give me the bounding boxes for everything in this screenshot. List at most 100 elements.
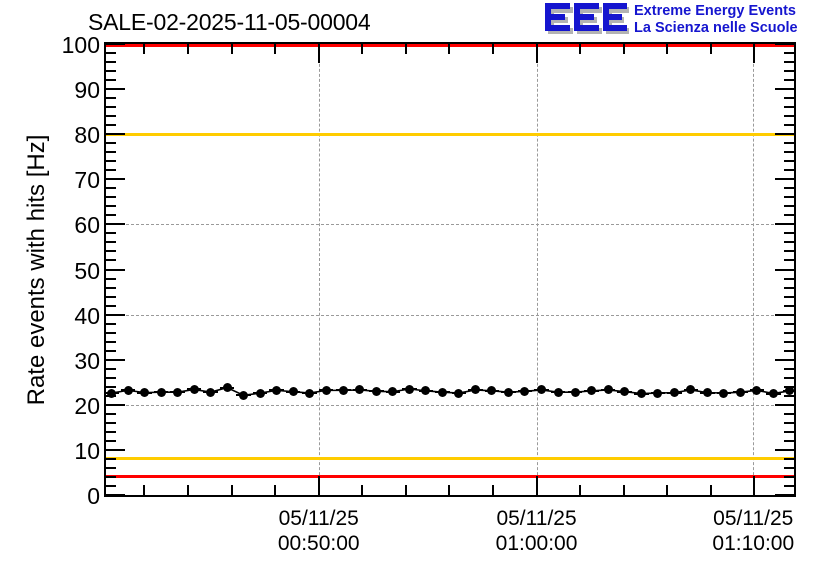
x-axis-tick-label-date: 05/11/25 [278,507,359,530]
y-axis-minor-tick [784,232,794,235]
x-axis-minor-tick [404,44,407,54]
y-axis-minor-tick [784,169,794,172]
y-axis-minor-tick [106,421,116,424]
y-axis-major-tick [775,313,794,316]
x-axis-tick-label-time: 01:00:00 [495,532,578,555]
data-point-marker [288,387,298,397]
y-axis-minor-tick [106,457,116,460]
data-point-marker [653,388,663,398]
data-point-marker [785,386,794,396]
data-point-marker [255,388,265,398]
data-point-marker [107,388,116,398]
eee-logo-mark [545,3,629,34]
x-axis-minor-tick [361,44,364,54]
y-axis-minor-tick [784,349,794,352]
y-axis-minor-tick [106,484,116,487]
x-axis-minor-tick [187,44,190,54]
x-axis-minor-tick [230,485,233,495]
y-axis-minor-tick [784,97,794,100]
x-axis-minor-tick [404,485,407,495]
x-axis-tick-label-time: 01:10:00 [712,532,795,555]
x-axis-major-tick [535,476,538,495]
x-axis-minor-tick [666,44,669,54]
y-axis-minor-tick [106,241,116,244]
y-axis-major-tick [106,178,125,181]
y-axis-minor-tick [784,475,794,478]
data-point-marker [404,384,414,394]
x-axis-major-tick [753,44,756,63]
y-axis-minor-tick [106,61,116,64]
data-point-marker [189,384,199,394]
data-point-marker [173,387,183,397]
x-axis-major-tick [317,476,320,495]
data-point-marker [222,383,232,393]
data-point-marker [470,385,480,395]
y-axis-minor-tick [784,241,794,244]
y-axis-minor-tick [784,457,794,460]
data-point-marker [272,385,282,395]
data-point-marker [669,388,679,398]
y-axis-minor-tick [106,160,116,163]
y-axis-minor-tick [106,151,116,154]
y-axis-tick-label: 0 [87,483,100,509]
grid-line-vertical [318,44,320,495]
data-point-marker [487,386,497,396]
x-axis-minor-tick [491,44,494,54]
grid-line-horizontal [106,314,794,316]
data-point-marker [702,388,712,398]
data-point-marker [537,385,546,395]
y-axis-minor-tick [784,331,794,334]
x-axis-minor-tick [274,44,277,54]
y-axis-minor-tick [106,70,116,73]
y-axis-minor-tick [106,214,116,217]
y-axis-minor-tick [784,187,794,190]
y-axis-minor-tick [784,394,794,397]
y-axis-minor-tick [784,106,794,109]
x-axis-tick-label: 05/11/25 01:00:00 [457,506,617,556]
lower-yellow-limit [106,457,794,461]
grid-line-vertical [536,44,538,495]
y-axis-major-tick [106,358,125,361]
data-point-marker [123,385,133,395]
y-axis-major-tick [106,88,125,91]
series-connecting-line [111,386,790,397]
y-axis-tick-label: 10 [74,437,100,464]
y-axis-minor-tick [784,52,794,55]
y-axis-minor-tick [784,304,794,307]
y-axis-major-tick [775,358,794,361]
y-axis-tick-label: 80 [74,122,100,149]
y-axis-tick-label: 90 [74,77,100,104]
x-axis-minor-tick [709,44,712,54]
y-axis-major-tick [775,178,794,181]
y-axis-minor-tick [106,322,116,325]
y-axis-minor-tick [106,304,116,307]
y-axis-minor-tick [106,232,116,235]
x-axis-minor-tick [143,485,146,495]
y-axis-minor-tick [784,295,794,298]
y-axis-minor-tick [106,475,116,478]
data-point-marker [735,387,745,397]
x-axis-tick-label-date: 05/11/25 [496,507,577,530]
y-axis-minor-tick [106,376,116,379]
y-axis-minor-tick [106,79,116,82]
y-axis-minor-tick [106,277,116,280]
y-axis-tick-label: 70 [74,167,100,194]
y-axis-minor-tick [784,151,794,154]
plot-area [104,42,796,497]
y-axis-minor-tick [784,160,794,163]
y-axis-major-tick [775,223,794,226]
y-axis-minor-tick [784,484,794,487]
x-axis-minor-tick [622,485,625,495]
data-point-marker [321,385,331,395]
y-axis-minor-tick [106,295,116,298]
y-axis-minor-tick [784,61,794,64]
data-point-marker [421,386,431,396]
y-axis-major-tick [106,223,125,226]
data-point-marker [603,385,613,395]
y-axis-major-tick [775,494,794,495]
y-axis-minor-tick [106,259,116,262]
y-axis-minor-tick [106,52,116,55]
x-axis-tick-label-time: 00:50:00 [277,532,360,555]
x-axis-minor-tick [491,485,494,495]
y-axis-minor-tick [784,250,794,253]
